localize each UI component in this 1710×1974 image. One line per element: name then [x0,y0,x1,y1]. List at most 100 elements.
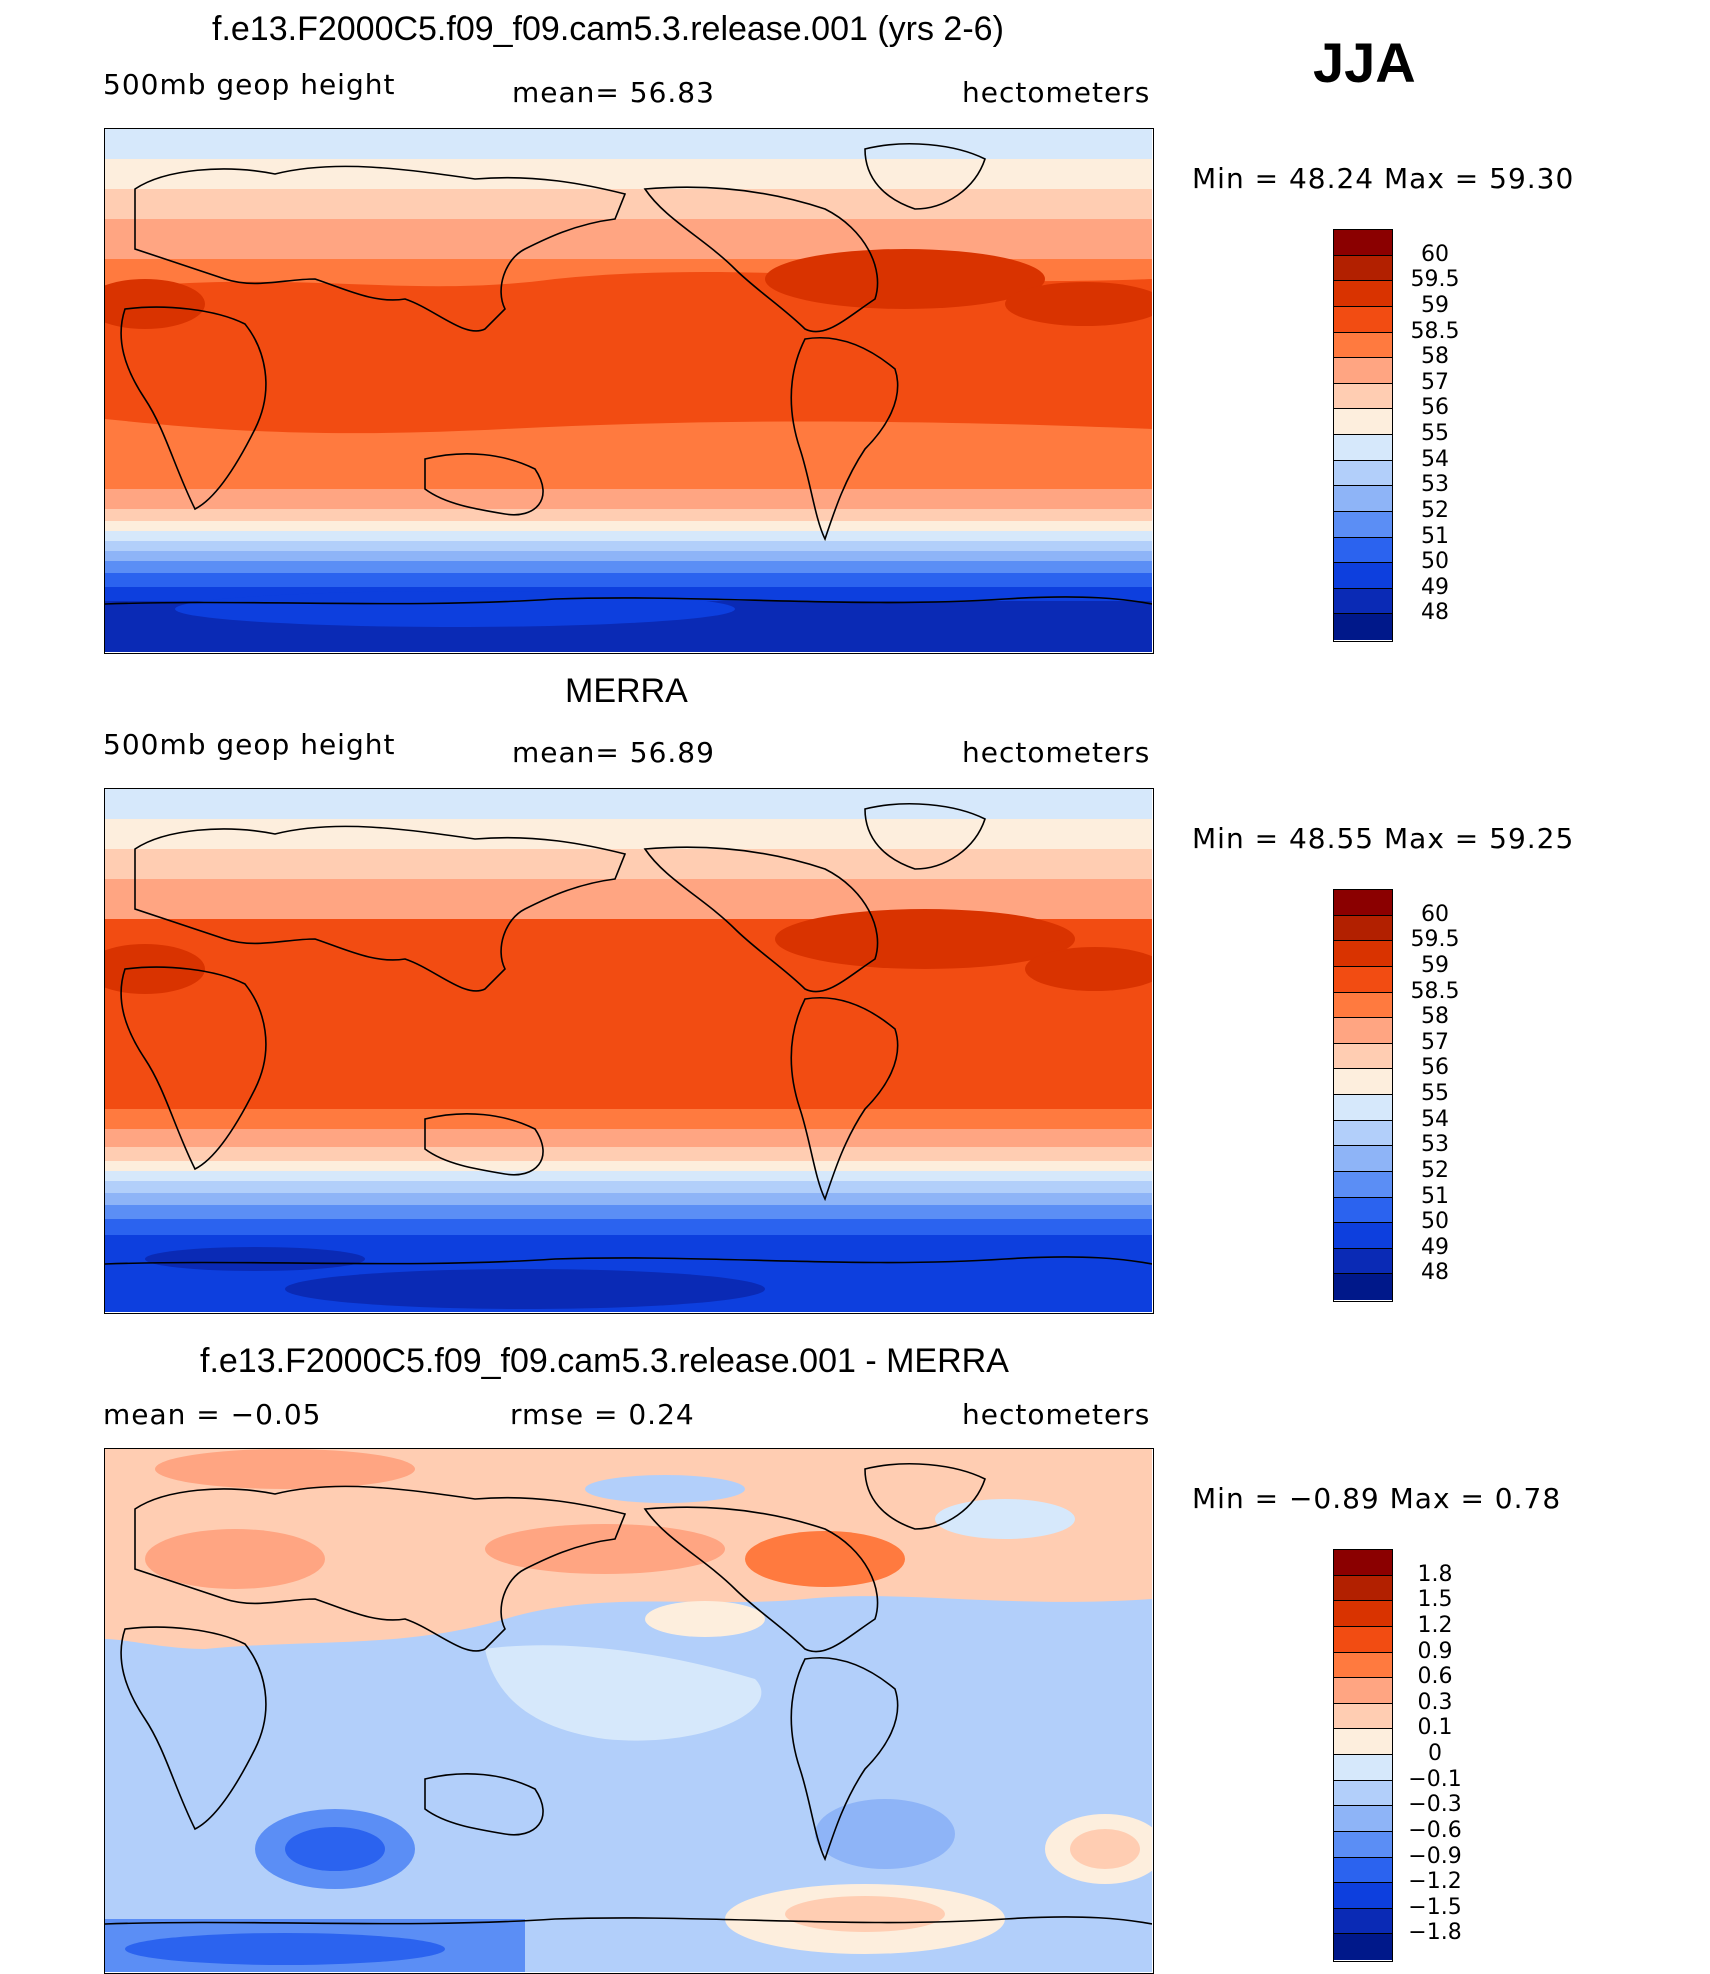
colorbar-swatch [1334,1908,1392,1935]
colorbar-tick-label: −0.6 [1408,1817,1462,1843]
colorbar-tick-label: 58.5 [1410,978,1460,1004]
colorbar-swatch [1334,1223,1392,1249]
colorbar-swatch [1334,1934,1392,1960]
panel-2-colorbar [1333,889,1393,1302]
colorbar-tick-label: 60 [1421,901,1449,927]
colorbar-tick-label: 48 [1421,1260,1449,1286]
colorbar-tick-label: 0.1 [1417,1715,1453,1741]
colorbar-swatch [1334,255,1392,282]
colorbar-tick-label: 58.5 [1410,318,1460,344]
colorbar-swatch [1334,1729,1392,1755]
colorbar-swatch [1334,1652,1392,1679]
panel-2-variable-label: 500mb geop height [103,728,396,761]
colorbar-swatch [1334,1780,1392,1807]
colorbar-tick-label: 53 [1421,1132,1449,1158]
colorbar-tick-label: 0 [1428,1741,1442,1766]
colorbar-swatch [1334,383,1392,410]
colorbar-swatch [1334,992,1392,1019]
colorbar-tick-label: 55 [1421,1081,1449,1106]
colorbar-tick-label: 57 [1421,1029,1449,1055]
colorbar-swatch [1334,230,1392,256]
panel-2-map [104,788,1154,1314]
colorbar-swatch [1334,486,1392,512]
panel-3-map [104,1448,1154,1974]
colorbar-tick-label: 56 [1421,1055,1449,1081]
colorbar-swatch [1334,358,1392,384]
colorbar-swatch [1334,409,1392,435]
panel-3-colorbar [1333,1549,1393,1962]
colorbar-tick-label: −0.3 [1408,1792,1462,1818]
colorbar-swatch [1334,1248,1392,1275]
colorbar-swatch [1334,460,1392,487]
panel-1-variable-label: 500mb geop height [103,68,396,101]
colorbar-tick-label: 60 [1421,241,1449,267]
panel-3-coastlines [105,1463,1152,1925]
colorbar-tick-label: 52 [1421,497,1449,523]
season-label: JJA [1313,31,1416,94]
colorbar-tick-label: 50 [1421,549,1449,575]
panel-1-mean-label: mean= 56.83 [512,76,715,109]
colorbar-swatch [1334,1120,1392,1147]
panel-3-rmse-label: rmse = 0.24 [510,1398,695,1431]
panel-1-contour-field [105,129,1152,652]
colorbar-tick-label: 54 [1421,446,1449,472]
colorbar-swatch [1334,1575,1392,1602]
colorbar-swatch [1334,614,1392,640]
colorbar-swatch [1334,1171,1392,1198]
panel-3-title: f.e13.F2000C5.f09_f09.cam5.3.release.001… [200,1342,1009,1380]
panel-2-mean-label: mean= 56.89 [512,736,715,769]
colorbar-tick-label: 48 [1421,600,1449,626]
colorbar-tick-label: 1.5 [1417,1587,1453,1613]
panel-1-coastlines [105,143,1152,605]
colorbar-swatch [1334,588,1392,615]
colorbar-swatch [1334,1857,1392,1884]
colorbar-tick-label: 51 [1421,1183,1449,1209]
colorbar-tick-label: 1.8 [1417,1561,1453,1587]
colorbar-swatch [1334,1601,1392,1627]
colorbar-swatch [1334,915,1392,942]
colorbar-swatch [1334,1703,1392,1730]
colorbar-swatch [1334,1831,1392,1858]
colorbar-tick-label: −1.8 [1408,1920,1462,1946]
panel-2-minmax: Min = 48.55 Max = 59.25 [1192,822,1575,855]
colorbar-tick-label: 0.6 [1417,1664,1453,1690]
panel-3-contour-field [105,1449,1152,1972]
panel-2-units-label: hectometers [962,736,1151,769]
colorbar-tick-label: −0.1 [1408,1766,1462,1792]
panel-1-units-label: hectometers [962,76,1151,109]
colorbar-swatch [1334,1197,1392,1224]
colorbar-swatch [1334,435,1392,461]
colorbar-tick-label: 1.2 [1417,1612,1453,1638]
panel-1-minmax: Min = 48.24 Max = 59.30 [1192,162,1575,195]
panel-3-minmax: Min = −0.89 Max = 0.78 [1192,1482,1562,1515]
colorbar-tick-label: 59 [1421,292,1449,318]
colorbar-tick-label: −1.5 [1408,1894,1462,1920]
colorbar-tick-label: 50 [1421,1209,1449,1235]
colorbar-tick-label: 58 [1421,344,1449,370]
panel-1-colorbar [1333,229,1393,642]
colorbar-swatch [1334,966,1392,993]
colorbar-swatch [1334,1883,1392,1909]
colorbar-tick-label: 59 [1421,952,1449,978]
colorbar-tick-label: 58 [1421,1004,1449,1030]
panel-3-units-label: hectometers [962,1398,1151,1431]
colorbar-swatch [1334,332,1392,359]
colorbar-tick-label: 49 [1421,574,1449,600]
colorbar-swatch [1334,1678,1392,1704]
colorbar-swatch [1334,281,1392,307]
panel-2-colorbar-labels: 60 59.5 59 58.5 58 57 56 55 54 53 52 51 50 49 48 [1400,889,1480,1302]
colorbar-swatch [1334,941,1392,967]
colorbar-tick-label: 53 [1421,472,1449,498]
colorbar-tick-label: 0.9 [1417,1638,1453,1664]
panel-1-colorbar-labels: 60 59.5 59 58.5 58 57 56 55 54 53 52 51 50 49 48 [1400,229,1480,642]
colorbar-swatch [1334,890,1392,916]
panel-2-contour-field [105,789,1152,1312]
colorbar-swatch [1334,1069,1392,1095]
colorbar-tick-label: −0.9 [1408,1843,1462,1869]
colorbar-swatch [1334,1274,1392,1300]
colorbar-swatch [1334,1550,1392,1576]
colorbar-tick-label: 51 [1421,523,1449,549]
colorbar-tick-label: −1.2 [1408,1869,1462,1895]
colorbar-swatch [1334,537,1392,564]
colorbar-tick-label: 59.5 [1410,267,1460,293]
